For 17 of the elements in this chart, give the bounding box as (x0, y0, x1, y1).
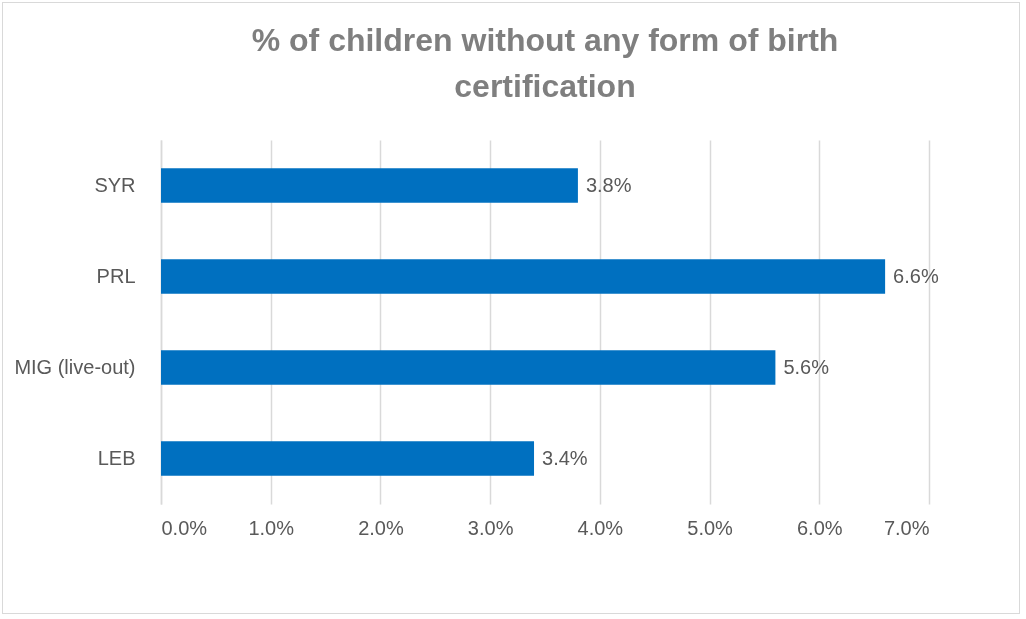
data-label: 5.6% (783, 355, 830, 378)
y-tick-label: MIG (live-out) (14, 355, 136, 378)
data-label: 3.4% (542, 446, 588, 469)
x-tick-label: 5.0% (687, 516, 734, 539)
data-label: 3.8% (585, 173, 632, 196)
x-tick-label: 0.0% (161, 516, 208, 539)
y-tick-label: SYR (94, 173, 136, 196)
chart-title: % of children without any form of birth certification (251, 22, 839, 104)
y-tick-label: LEB (97, 446, 136, 469)
y-tick-label: PRL (96, 264, 136, 287)
x-tick-label: 1.0% (248, 516, 295, 539)
x-tick-label: 4.0% (577, 516, 624, 539)
data-label: 6.6% (893, 264, 939, 287)
x-tick-label: 3.0% (467, 516, 514, 539)
x-tick-label: 7.0% (883, 516, 930, 539)
x-tick-label: 2.0% (358, 516, 404, 539)
x-tick-label: 6.0% (796, 516, 843, 539)
